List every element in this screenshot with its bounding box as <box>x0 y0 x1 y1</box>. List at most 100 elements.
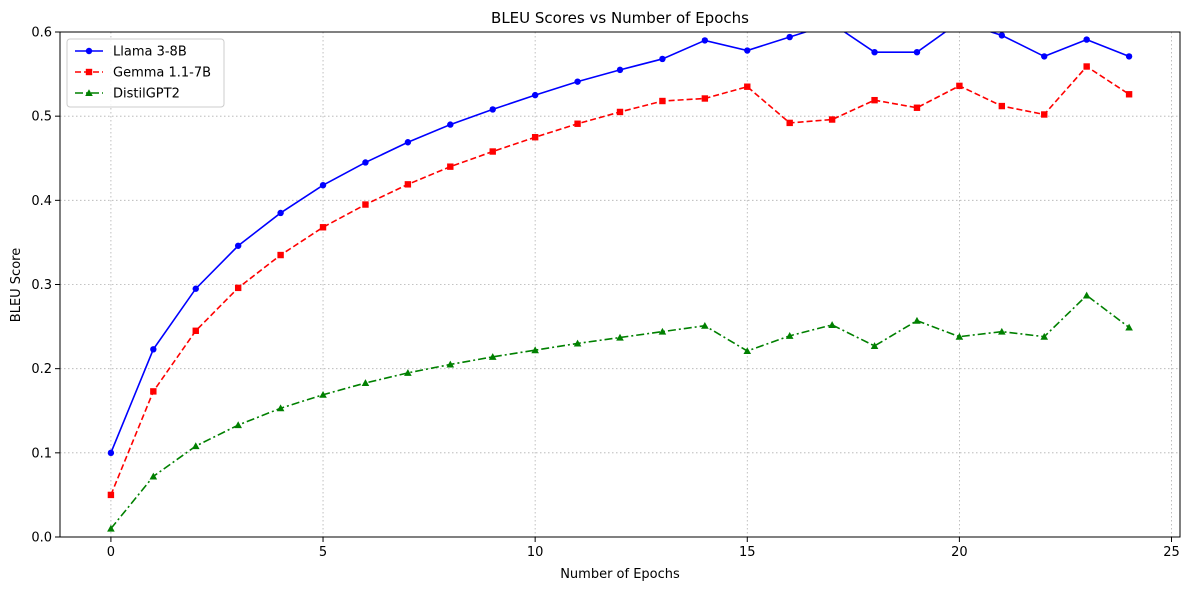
x-tick-label: 15 <box>739 545 756 560</box>
x-axis-label: Number of Epochs <box>560 567 680 582</box>
data-point <box>955 332 964 340</box>
y-axis-label: BLEU Score <box>9 248 24 322</box>
data-point <box>234 242 242 249</box>
data-point <box>362 159 369 166</box>
data-point <box>150 388 157 395</box>
x-tick-label: 5 <box>319 545 327 560</box>
series-line <box>110 294 1130 530</box>
chart-title: BLEU Scores vs Number of Epochs <box>491 9 749 27</box>
data-point <box>1041 111 1048 118</box>
data-point <box>531 91 539 99</box>
series-llama-3-8b <box>107 19 1133 457</box>
data-point <box>446 360 455 368</box>
data-point <box>1125 91 1133 98</box>
y-tick-label: 0.0 <box>31 531 52 546</box>
data-point <box>744 47 751 54</box>
data-point <box>107 491 115 499</box>
legend-item: DistilGPT2 <box>75 87 180 102</box>
data-point <box>1040 332 1049 340</box>
y-tick-label: 0.4 <box>31 194 52 209</box>
data-point <box>998 327 1006 335</box>
data-point <box>828 321 836 328</box>
series-line <box>110 65 1130 496</box>
data-point <box>998 32 1006 39</box>
series-layer <box>107 19 1133 532</box>
data-point <box>404 369 412 376</box>
data-point <box>829 20 835 26</box>
data-point <box>828 116 836 123</box>
data-point <box>1082 291 1091 299</box>
data-point <box>913 49 921 56</box>
data-point <box>531 134 539 141</box>
data-point <box>149 472 158 480</box>
data-point <box>447 121 454 128</box>
data-point <box>743 347 752 355</box>
legend-item: Llama 3-8B <box>75 45 187 60</box>
legend-item: Gemma 1.1-7B <box>75 66 211 81</box>
data-point <box>192 285 199 292</box>
data-point <box>785 332 794 339</box>
data-point <box>1083 36 1090 43</box>
data-point <box>1041 53 1048 60</box>
legend-label: DistilGPT2 <box>113 87 180 102</box>
data-point <box>659 97 666 105</box>
data-point <box>1125 53 1133 60</box>
data-point <box>956 19 962 25</box>
data-point <box>574 120 581 127</box>
data-point <box>447 163 454 170</box>
y-tick-label: 0.2 <box>31 362 52 377</box>
y-tick-label: 0.3 <box>31 278 52 293</box>
y-tick-label: 0.5 <box>31 110 52 125</box>
data-point <box>107 449 115 457</box>
data-point <box>786 119 793 127</box>
data-point <box>1125 323 1133 331</box>
data-point <box>913 104 921 111</box>
data-point <box>319 224 327 231</box>
series-gemma-1-1-7b <box>107 63 1133 499</box>
data-point <box>361 379 370 387</box>
data-point <box>489 148 496 155</box>
data-point <box>871 96 878 104</box>
data-point <box>744 83 751 90</box>
x-tick-label: 20 <box>951 545 968 560</box>
data-point <box>786 33 793 41</box>
x-axis: 0 5 10 15 20 25 <box>107 537 1180 560</box>
data-point <box>956 82 963 90</box>
data-point <box>573 339 582 347</box>
data-point <box>574 78 581 85</box>
data-point <box>871 49 878 56</box>
data-point <box>277 209 284 217</box>
series-line <box>110 32 1130 454</box>
data-point <box>616 333 624 341</box>
data-point <box>488 353 497 360</box>
data-point <box>489 106 496 113</box>
data-point <box>913 316 921 324</box>
legend-marker <box>85 47 93 55</box>
data-point <box>150 346 157 353</box>
x-tick-label: 10 <box>527 545 544 560</box>
data-point <box>191 442 200 450</box>
data-point <box>701 95 709 102</box>
x-tick-label: 0 <box>107 545 115 560</box>
legend-marker <box>85 89 93 97</box>
y-tick-label: 0.1 <box>31 446 52 461</box>
data-point <box>319 390 327 398</box>
legend-label: Llama 3-8B <box>113 45 187 60</box>
legend-label: Gemma 1.1-7B <box>113 66 211 81</box>
legend-box <box>66 38 225 108</box>
data-point <box>701 37 709 44</box>
data-point <box>234 421 242 429</box>
data-point <box>659 55 666 63</box>
y-axis: 0.0 0.1 0.2 0.3 0.4 0.5 0.6 <box>31 26 60 546</box>
x-tick-label: 25 <box>1163 545 1180 560</box>
data-point <box>404 181 412 188</box>
data-point <box>319 181 327 189</box>
data-point <box>192 327 199 334</box>
data-point <box>277 251 284 259</box>
y-tick-label: 0.6 <box>31 26 52 41</box>
series-distilgpt2 <box>107 291 1133 532</box>
data-point <box>404 139 412 146</box>
data-point <box>616 66 624 74</box>
data-point <box>701 321 709 329</box>
